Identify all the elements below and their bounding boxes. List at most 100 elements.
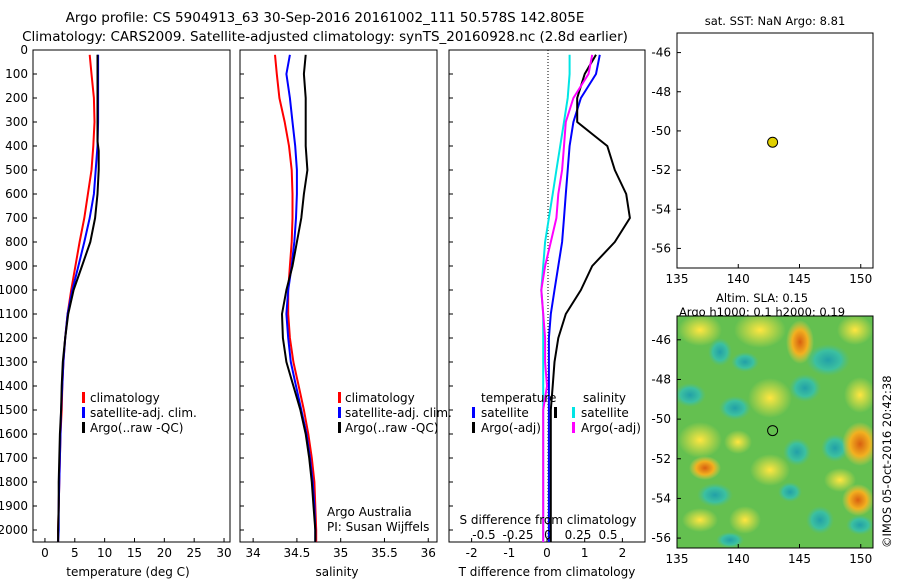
argo-position-marker-sla[interactable] (767, 425, 779, 437)
s-diff-tick-label: 0 (544, 528, 552, 542)
temp-legend: climatology satellite-adj. clim. Argo(..… (82, 391, 197, 435)
legend-swatch-climatology (338, 392, 341, 403)
legend-swatch-argo (82, 422, 85, 433)
map-bottom-y-tick-label: -52 (651, 452, 671, 466)
sla-heatmap (677, 316, 873, 548)
depth-axis: 0 100 200 300 400 500 600 700 800 900 1000 1100 1200… (0, 43, 453, 537)
sal-xlabel: salinity (315, 565, 358, 579)
legend-swatch-climatology (82, 392, 85, 403)
figure-title-line2: Climatology: CARS2009. Satellite-adjuste… (22, 29, 628, 45)
temp-series-line-0 (57, 54, 96, 542)
sal-note-institution: Argo Australia (327, 505, 412, 519)
depth-tick-label: 700 (5, 211, 28, 225)
sal-x-tick-label: 35.5 (371, 546, 398, 560)
diff-x-tick-label: 2 (619, 546, 627, 560)
map-top-y-tick-label: -54 (651, 202, 671, 216)
sal-panel-frame (239, 49, 438, 543)
legend-title-salinity: salinity (583, 391, 626, 405)
map-top-y-tick-label: -48 (651, 85, 671, 99)
depth-tick-label: 200 (5, 91, 28, 105)
temp-x-tick-label: 20 (157, 546, 172, 560)
temp-x-tick-label: 30 (216, 546, 231, 560)
map-top-x-tick-label: 135 (666, 272, 689, 286)
depth-tick-label: 1500 (0, 403, 28, 417)
depth-tick-label: 300 (5, 115, 28, 129)
diff-xlabel: T difference from climatology (458, 565, 636, 579)
diff-x-tick-label: -2 (466, 546, 478, 560)
depth-tick-label: 1700 (0, 451, 28, 465)
depth-tick-label: 1900 (0, 499, 28, 513)
legend-swatch-t-argo (472, 422, 475, 433)
depth-tick-label: 1400 (0, 379, 28, 393)
legend-swatch-s-divider (554, 407, 557, 418)
depth-tick-label: 2000 (0, 523, 28, 537)
sal-x-tick-label: 34 (245, 546, 260, 560)
map-bottom-x-tick-label: 135 (666, 552, 689, 566)
map-top-y-tick-label: -56 (651, 241, 671, 255)
depth-tick-label: 1600 (0, 427, 28, 441)
temp-x-tick-label: 5 (71, 546, 79, 560)
s-diff-tick-label: -0.25 (502, 528, 533, 542)
map-bottom-y-tick-label: -46 (651, 333, 671, 347)
map-top-x-tick-label: 140 (727, 272, 750, 286)
diff-series-line-1 (549, 54, 631, 542)
diff-x-tick-label: -1 (503, 546, 515, 560)
diff-top-label: S difference from climatology (460, 513, 637, 527)
sal-series-line-2 (281, 54, 317, 542)
diff-x-tick-label: 0 (543, 546, 551, 560)
temp-series-line-1 (57, 54, 100, 542)
argo-position-marker[interactable] (767, 136, 779, 148)
depth-tick-label: 1300 (0, 355, 28, 369)
sal-note-pi: PI: Susan Wijffels (327, 520, 429, 534)
sal-x-tick-label: 34.5 (284, 546, 311, 560)
temp-x-tick-label: 25 (187, 546, 202, 560)
map-top-title: sat. SST: NaN Argo: 8.81 (705, 14, 846, 28)
map-bottom-y-tick-label: -48 (651, 372, 671, 386)
diff-x-tick-label: 1 (581, 546, 589, 560)
depth-tick-label: 1800 (0, 475, 28, 489)
depth-tick-label: 600 (5, 187, 28, 201)
legend-label-argo: Argo(..raw -QC) (345, 421, 438, 435)
map-top-y-tick-label: -50 (651, 124, 671, 138)
legend-swatch-satellite (338, 407, 341, 418)
legend-label-s-satellite: satellite (581, 406, 629, 420)
temp-x-tick-label: 15 (127, 546, 142, 560)
diff-series-line-0 (547, 54, 601, 542)
depth-tick-label: 500 (5, 163, 28, 177)
map-top-x-tick-label: 150 (849, 272, 872, 286)
map-bottom-x-tick-label: 150 (849, 552, 872, 566)
depth-tick-label: 1100 (0, 307, 28, 321)
x-axis-ticks: 0 5 10 15 20 25 30 34 34.5 35 35.5 36 -2 -1 0 1 2 (41, 538, 626, 560)
legend-title-temperature: temperature (481, 391, 556, 405)
depth-tick-label: 800 (5, 235, 28, 249)
temp-xlabel: temperature (deg C) (66, 565, 189, 579)
map-bottom-y-tick-label: -56 (651, 531, 671, 545)
depth-tick-label: 100 (5, 67, 28, 81)
map-top-frame (676, 32, 874, 269)
diff-panel-frame (448, 49, 646, 543)
legend-label-satellite: satellite-adj. clim. (90, 406, 197, 420)
map-bottom-axes: -46 -48 -50 -52 -54 -56 135 140 145 150 (651, 333, 872, 566)
legend-swatch-satellite (82, 407, 85, 418)
map-bottom-y-tick-label: -50 (651, 412, 671, 426)
temp-series-line-2 (57, 54, 100, 542)
profile-series-layer (57, 54, 631, 542)
s-diff-tick-label: 0.25 (565, 528, 592, 542)
legend-swatch-s-argo (572, 422, 575, 433)
s-diff-tick-label: -0.5 (472, 528, 495, 542)
legend-label-s-argo: Argo(-adj) (581, 421, 641, 435)
temp-panel-frame (32, 49, 231, 543)
map-top-axes: -46 -48 -50 -52 -54 -56 135 140 145 150 (651, 46, 872, 286)
imos-timestamp-label: ©IMOS 05-Oct-2016 20:42:38 (880, 375, 894, 548)
sal-x-tick-label: 35 (333, 546, 348, 560)
figure-title-line1: Argo profile: CS 5904913_63 30-Sep-2016 … (65, 10, 585, 26)
diff-legend: temperature salinity satellite Argo(-adj… (472, 391, 641, 435)
map-bottom-title1: Altim. SLA: 0.15 (716, 291, 808, 305)
map-top-y-tick-label: -52 (651, 163, 671, 177)
legend-label-t-satellite: satellite (481, 406, 529, 420)
map-bottom-x-tick-label: 140 (727, 552, 750, 566)
legend-label-satellite: satellite-adj. clim. (345, 406, 452, 420)
diff-series-line-3 (540, 54, 594, 542)
temp-x-tick-label: 10 (97, 546, 112, 560)
